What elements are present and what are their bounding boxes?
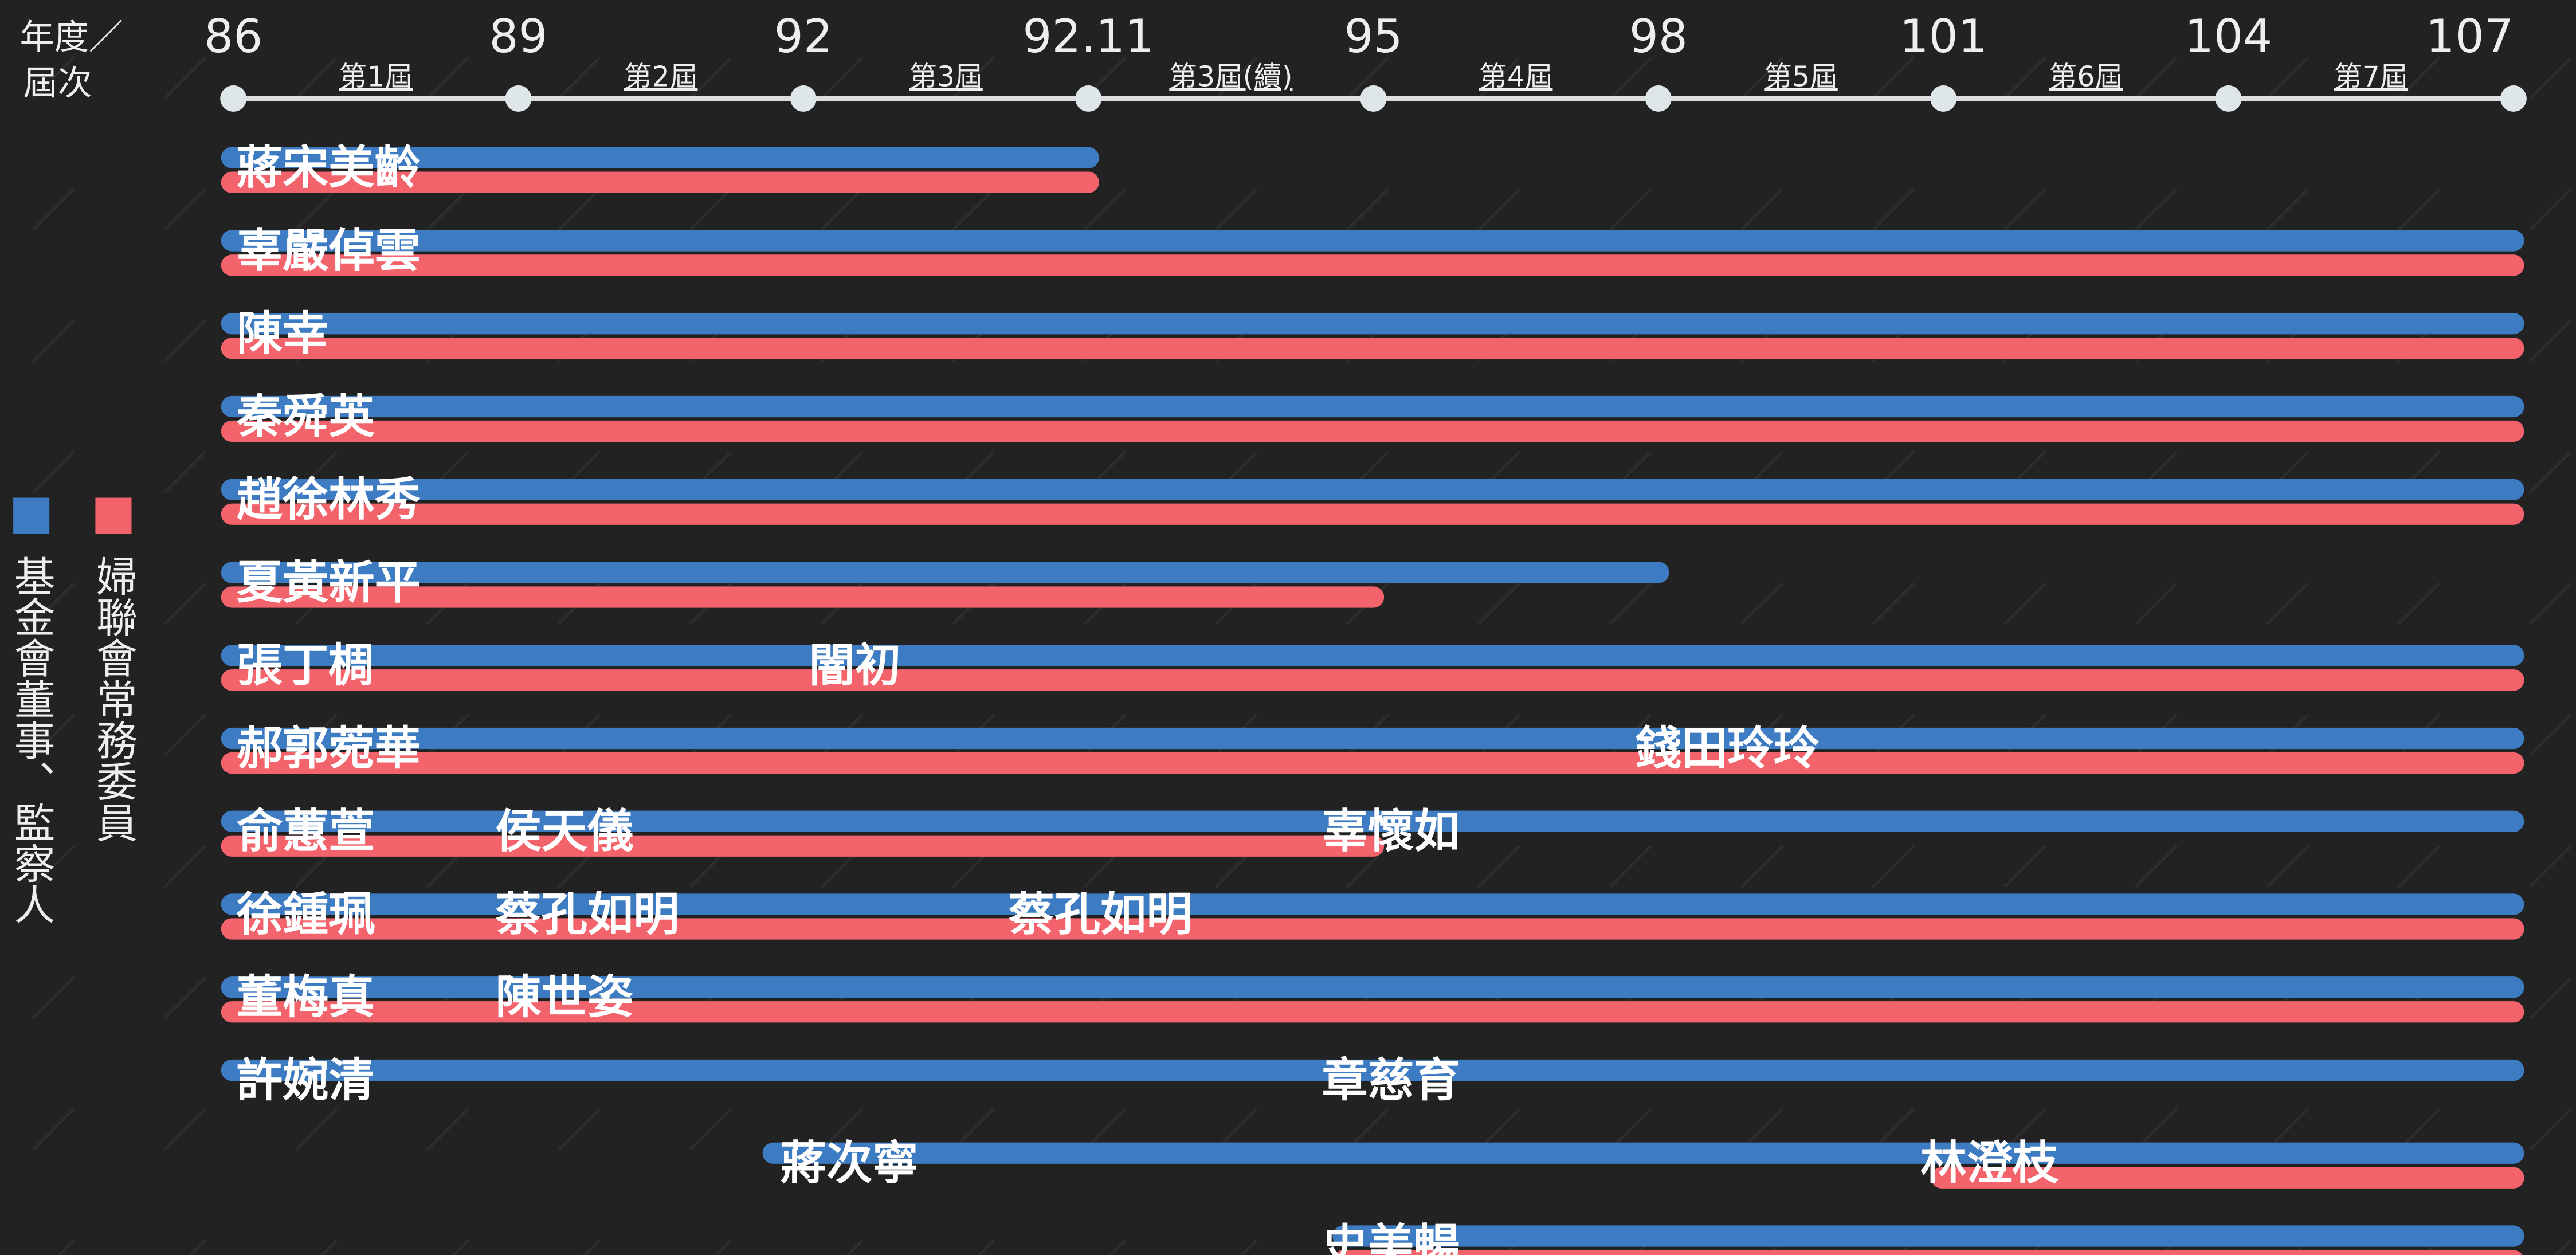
tick-dot [790, 85, 817, 112]
term-label: 第7屆 [2334, 61, 2408, 93]
tick-dot [1930, 85, 1957, 112]
x-tick-label: 89 [489, 10, 547, 63]
term-label: 第3屆(續) [1169, 61, 1292, 93]
person-name: 張丁椆 [237, 639, 375, 692]
term-label: 第5屆 [1764, 61, 1837, 93]
x-tick-label: 92.11 [1022, 10, 1154, 63]
person-name: 陳世姿 [495, 971, 633, 1024]
x-tick-label: 98 [1629, 10, 1688, 63]
term-label: 第1屆 [339, 61, 413, 93]
x-tick-label: 95 [1344, 10, 1402, 63]
tick-dot [220, 85, 247, 112]
legend-label: 基金會董事、監察人 [7, 555, 56, 925]
term-label: 第6屆 [2049, 61, 2123, 93]
person-name: 辜懷如 [1322, 805, 1460, 858]
person-name: 林澄枝 [1920, 1136, 2059, 1190]
x-tick-label: 101 [1900, 10, 1987, 63]
person-name: 趙徐林秀 [237, 473, 421, 526]
person-name: 闇初 [809, 639, 901, 692]
term-label: 第3屆 [909, 61, 982, 93]
axis-title: 年度／ [20, 17, 124, 57]
tick-dot [505, 85, 532, 112]
person-name: 蔣宋美齡 [237, 141, 421, 194]
x-tick-label: 107 [2426, 10, 2514, 63]
tick-dot [1360, 85, 1387, 112]
x-tick-label: 92 [774, 10, 833, 63]
tick-dot [2215, 85, 2242, 112]
legend-label: 婦聯會常務委員 [89, 555, 138, 843]
person-name: 許婉清 [237, 1053, 375, 1107]
person-name: 陳幸 [237, 307, 329, 360]
person-name: 錢田玲玲 [1636, 721, 1820, 775]
term-label: 第4屆 [1479, 61, 1552, 93]
person-name: 史美暢 [1322, 1219, 1460, 1255]
person-name: 徐鍾珮 [236, 888, 375, 941]
tick-dot [1075, 85, 1102, 112]
person-name: 侯天儀 [495, 805, 633, 858]
person-name: 夏黃新平 [237, 556, 421, 609]
person-name: 章慈育 [1322, 1053, 1460, 1107]
term-label: 第2屆 [624, 61, 697, 93]
person-name: 蔣次寧 [781, 1136, 919, 1190]
legend-swatch [95, 497, 132, 534]
person-name: 蔡孔如明 [495, 888, 679, 941]
x-tick-label: 86 [204, 10, 262, 63]
person-name: 辜嚴倬雲 [237, 224, 421, 277]
person-name: 董梅真 [237, 971, 375, 1024]
tick-dot [1645, 85, 1672, 112]
person-name: 俞蕙萱 [237, 805, 375, 858]
person-name: 郝郭菀華 [237, 721, 421, 775]
x-tick-label: 104 [2185, 10, 2272, 63]
tick-dot [2500, 85, 2527, 112]
axis-title: 屆次 [23, 64, 92, 104]
person-name: 秦舜英 [236, 390, 375, 443]
person-name: 蔡孔如明 [1009, 888, 1193, 941]
legend-swatch [13, 497, 50, 534]
